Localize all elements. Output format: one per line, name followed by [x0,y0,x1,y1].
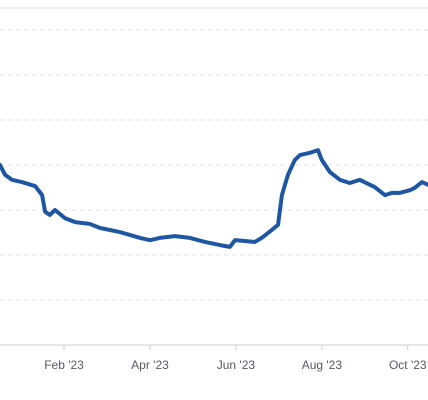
x-tick-label: Apr '23 [131,358,169,372]
x-tick-label: Aug '23 [302,358,343,372]
x-tick-label: Oct '23 [389,358,427,372]
x-tick-label: Jun '23 [217,358,256,372]
x-tick-label: Feb '23 [44,358,84,372]
line-series [0,148,428,249]
